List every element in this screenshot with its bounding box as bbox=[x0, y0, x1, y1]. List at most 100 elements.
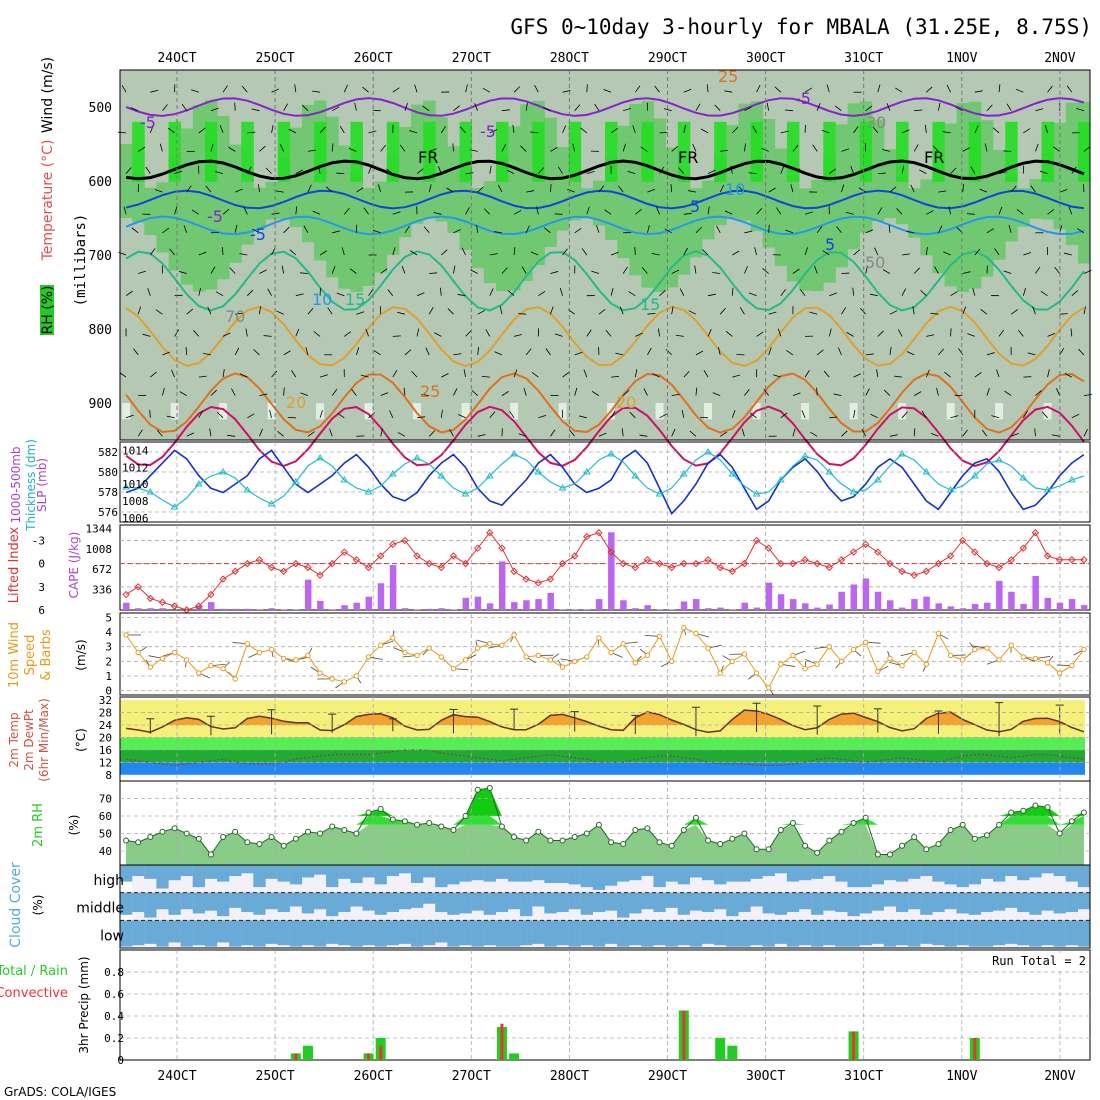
wind-barb bbox=[227, 434, 236, 437]
cloud-bar-high bbox=[641, 865, 654, 877]
wind-barb bbox=[834, 105, 842, 112]
wind-barb bbox=[295, 328, 300, 337]
wind10m-marker bbox=[487, 641, 493, 647]
precip-total-bar bbox=[509, 1053, 520, 1060]
wind-barb bbox=[501, 144, 507, 152]
wind-barb bbox=[354, 102, 357, 111]
cloud-bar-mid bbox=[313, 892, 327, 910]
wind-barb bbox=[404, 349, 412, 356]
cloud-bar-mid bbox=[944, 892, 957, 910]
cloud-bar-mid bbox=[798, 892, 812, 910]
wind10m-marker bbox=[778, 661, 784, 667]
wind-barb bbox=[411, 370, 418, 378]
li-marker bbox=[534, 579, 543, 587]
wind-barb bbox=[312, 90, 321, 93]
cloud-bar-low bbox=[520, 920, 533, 946]
cloud-bar-low bbox=[701, 920, 715, 944]
rh-moist-core bbox=[677, 121, 691, 182]
cape-bar bbox=[692, 599, 700, 610]
wind-barb bbox=[986, 104, 993, 111]
wind-barb bbox=[695, 103, 701, 111]
wind-barb bbox=[159, 143, 163, 152]
cape-bar bbox=[523, 600, 530, 610]
wind-barb bbox=[562, 90, 571, 93]
thickness-marker bbox=[655, 490, 664, 497]
cloud-bar-high bbox=[968, 865, 982, 885]
wind-barb bbox=[550, 184, 552, 193]
wind-barb bbox=[719, 184, 725, 193]
wind-barb bbox=[1011, 433, 1019, 437]
wind-barb bbox=[1015, 88, 1024, 93]
cloud-bar-mid bbox=[556, 892, 569, 913]
wind-barb bbox=[477, 346, 480, 355]
wind-barb bbox=[271, 124, 274, 133]
wind-barb bbox=[131, 227, 139, 234]
rh-marker bbox=[292, 835, 299, 842]
cloud-bar-low bbox=[738, 920, 751, 947]
wind-barb bbox=[520, 145, 527, 152]
cape-bar bbox=[195, 605, 203, 610]
ytick-label: 580 bbox=[98, 466, 118, 479]
cloud-bar-low bbox=[362, 920, 375, 946]
time-label-top: 24OCT bbox=[157, 51, 196, 66]
wind-barb bbox=[506, 169, 515, 174]
wind-barb bbox=[1039, 170, 1048, 174]
rh-fill bbox=[126, 816, 1084, 825]
wind-barb bbox=[477, 310, 485, 315]
cloud-bar-mid bbox=[774, 892, 788, 915]
time-label-top: 30OCT bbox=[746, 51, 785, 66]
cloud-bar-low bbox=[750, 920, 763, 946]
time-label-bottom: 1NOV bbox=[946, 1069, 977, 1084]
cloud-bar-high bbox=[265, 865, 278, 879]
rh-band bbox=[301, 104, 315, 243]
wind-barb bbox=[337, 412, 345, 419]
isotherm-label: -5 bbox=[480, 122, 496, 141]
ytick-label: -3 bbox=[32, 534, 45, 547]
wind-barb bbox=[538, 291, 546, 297]
rh-marker bbox=[595, 821, 602, 828]
rh-moist-core bbox=[314, 121, 327, 182]
time-label-bottom: 28OCT bbox=[550, 1069, 589, 1084]
cloud-bar-mid bbox=[447, 892, 460, 915]
wind-barb bbox=[1052, 146, 1060, 152]
wind-barb bbox=[276, 310, 284, 315]
ytick-label: 40 bbox=[99, 845, 112, 858]
cloud-bar-low bbox=[435, 920, 448, 943]
wind-barb bbox=[998, 206, 1003, 215]
wind10m-marker bbox=[547, 657, 554, 663]
wind-barb bbox=[428, 430, 436, 437]
wind-barb bbox=[185, 346, 188, 355]
wind-barb bbox=[930, 312, 939, 315]
time-label-top: 27OCT bbox=[452, 51, 491, 66]
cloud-bar-low bbox=[968, 920, 982, 947]
cloud-bar-high bbox=[556, 865, 569, 883]
cloud-bar-mid bbox=[992, 892, 1006, 911]
wind-barb bbox=[888, 224, 891, 233]
wind10m-marker bbox=[608, 649, 614, 656]
rh-band bbox=[1029, 178, 1042, 219]
cape-bar bbox=[959, 608, 967, 610]
rh-dry-tongue bbox=[801, 403, 810, 420]
rh-moist-core bbox=[823, 121, 836, 182]
cloud-bar-high bbox=[1053, 865, 1066, 877]
rh-marker bbox=[765, 846, 772, 853]
li-marker bbox=[922, 567, 931, 576]
wind-barb bbox=[222, 85, 228, 93]
li-marker bbox=[716, 563, 724, 572]
wind-barb bbox=[283, 103, 288, 111]
wind-barb bbox=[465, 84, 468, 93]
cloud-bar-high bbox=[835, 865, 848, 882]
rh-marker bbox=[656, 839, 663, 846]
wind-barb bbox=[318, 165, 321, 174]
wind-barb bbox=[1047, 85, 1053, 93]
wind-barb bbox=[562, 125, 567, 134]
li-marker bbox=[837, 556, 846, 564]
li-marker bbox=[958, 536, 967, 545]
wind-barb bbox=[670, 184, 673, 193]
wind-barb bbox=[932, 145, 939, 152]
cloud-bar-high bbox=[762, 865, 775, 877]
rh-marker bbox=[814, 849, 821, 856]
cloud-bar-low bbox=[410, 920, 424, 947]
cloud-bar-high bbox=[277, 865, 290, 882]
time-label-top: 28OCT bbox=[550, 51, 589, 66]
